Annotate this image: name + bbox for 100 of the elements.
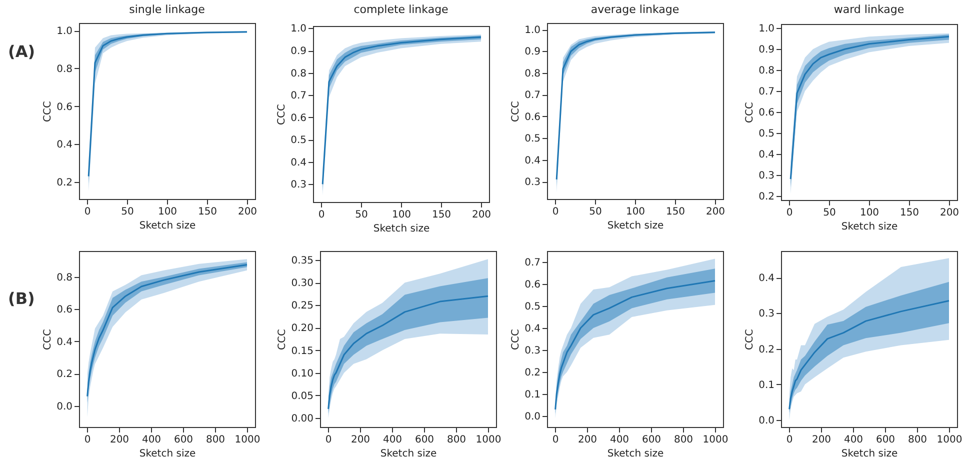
x-tick-label: 100 bbox=[158, 206, 178, 218]
y-tick-label: 0.9 bbox=[290, 46, 306, 58]
x-tick-label: 200 bbox=[110, 434, 130, 446]
chart-title: complete linkage bbox=[354, 3, 449, 16]
x-tick-label: 200 bbox=[238, 206, 258, 218]
y-tick-label: 0.25 bbox=[291, 300, 314, 312]
y-tick-label: 0.6 bbox=[524, 112, 540, 123]
x-tick-label: 200 bbox=[706, 206, 726, 218]
y-tick-label: 0.4 bbox=[758, 149, 774, 160]
y-tick-label: 0.6 bbox=[56, 304, 72, 316]
y-axis-title: CCC bbox=[744, 102, 756, 123]
y-tick-label: 0.7 bbox=[290, 90, 306, 102]
y-tick-label: 0.1 bbox=[758, 380, 774, 391]
y-tick-label: 0.2 bbox=[758, 191, 774, 202]
x-tick-label: 1000 bbox=[702, 434, 728, 446]
x-tick-label: 1000 bbox=[476, 434, 502, 446]
y-tick-label: 0.3 bbox=[524, 177, 540, 188]
y-tick-label: 0.4 bbox=[524, 324, 540, 334]
x-tick-label: 0 bbox=[84, 206, 91, 218]
x-tick-label: 600 bbox=[642, 434, 662, 446]
y-axis-title: CCC bbox=[510, 329, 522, 350]
x-axis-title: Sketch size bbox=[607, 220, 664, 232]
y-tick-label: 0.5 bbox=[524, 302, 540, 312]
x-tick-label: 800 bbox=[206, 434, 226, 446]
y-tick-label: 0.5 bbox=[758, 128, 774, 140]
x-tick-label: 100 bbox=[392, 210, 412, 220]
x-tick-label: 150 bbox=[432, 210, 452, 220]
y-tick-label: 0.4 bbox=[56, 140, 72, 151]
y-tick-label: 0.6 bbox=[758, 108, 774, 118]
x-tick-label: 400 bbox=[610, 434, 630, 446]
y-axis-title: CCC bbox=[42, 329, 54, 350]
x-tick-label: 600 bbox=[414, 434, 434, 446]
y-tick-label: 0.9 bbox=[524, 46, 540, 58]
x-tick-label: 0 bbox=[552, 434, 559, 446]
y-tick-label: 0.4 bbox=[56, 336, 72, 348]
y-tick-label: 0.3 bbox=[524, 346, 540, 356]
y-tick-label: 0.0 bbox=[758, 415, 774, 426]
y-axis-title: CCC bbox=[510, 101, 522, 122]
y-tick-label: 0.6 bbox=[524, 280, 540, 290]
x-axis-title: Sketch size bbox=[373, 224, 430, 234]
x-tick-label: 50 bbox=[121, 206, 134, 218]
x-tick-label: 0 bbox=[318, 210, 325, 220]
line-series bbox=[788, 300, 950, 410]
x-tick-label: 200 bbox=[472, 210, 492, 220]
y-tick-label: 0.10 bbox=[291, 368, 314, 380]
x-axis-title: Sketch size bbox=[841, 222, 898, 232]
y-tick-label: 0.4 bbox=[758, 273, 774, 284]
x-tick-label: 100 bbox=[626, 206, 646, 218]
x-tick-label: 100 bbox=[860, 208, 880, 218]
y-axis-title: CCC bbox=[276, 104, 288, 125]
x-tick-label: 150 bbox=[900, 208, 920, 218]
x-tick-label: 0 bbox=[325, 434, 332, 446]
x-tick-label: 150 bbox=[198, 206, 218, 218]
y-tick-label: 1.0 bbox=[290, 24, 306, 35]
y-tick-label: 0.0 bbox=[56, 402, 72, 413]
y-tick-label: 0.7 bbox=[524, 258, 540, 268]
y-tick-label: 0.0 bbox=[524, 412, 540, 422]
y-tick-label: 0.3 bbox=[290, 180, 306, 191]
y-tick-label: 0.00 bbox=[291, 413, 314, 424]
panel-label: (A) bbox=[7, 41, 36, 63]
y-tick-label: 1.0 bbox=[524, 25, 540, 36]
y-tick-label: 0.3 bbox=[758, 308, 774, 320]
x-tick-label: 400 bbox=[142, 434, 162, 446]
panel-label: (B) bbox=[7, 288, 36, 310]
x-tick-label: 0 bbox=[786, 208, 793, 218]
x-axis-title: Sketch size bbox=[607, 448, 664, 460]
x-tick-label: 50 bbox=[589, 206, 602, 218]
x-tick-label: 0 bbox=[84, 434, 91, 446]
x-tick-label: 200 bbox=[350, 434, 370, 446]
y-tick-label: 0.2 bbox=[56, 369, 72, 380]
x-tick-label: 200 bbox=[940, 208, 960, 218]
y-axis-title: CCC bbox=[42, 101, 54, 122]
x-tick-label: 1000 bbox=[936, 434, 962, 446]
x-tick-label: 600 bbox=[876, 434, 896, 446]
y-tick-label: 0.8 bbox=[56, 64, 72, 75]
y-tick-label: 0.35 bbox=[291, 256, 314, 267]
y-tick-label: 0.5 bbox=[290, 135, 306, 146]
x-tick-label: 600 bbox=[174, 434, 194, 446]
chart-title: single linkage bbox=[129, 3, 206, 16]
y-tick-label: 0.8 bbox=[56, 272, 72, 284]
x-tick-label: 0 bbox=[786, 434, 793, 446]
x-axis-title: Sketch size bbox=[841, 448, 898, 460]
y-tick-label: 0.2 bbox=[524, 368, 540, 378]
y-tick-label: 0.7 bbox=[758, 86, 774, 98]
y-tick-label: 0.6 bbox=[56, 102, 72, 113]
y-tick-label: 0.1 bbox=[524, 390, 540, 400]
x-tick-label: 800 bbox=[908, 434, 928, 446]
y-tick-label: 0.8 bbox=[524, 68, 540, 80]
x-tick-label: 200 bbox=[578, 434, 598, 446]
y-tick-label: 0.8 bbox=[758, 66, 774, 77]
x-tick-label: 50 bbox=[355, 210, 368, 220]
y-tick-label: 0.3 bbox=[758, 170, 774, 182]
x-tick-label: 50 bbox=[823, 208, 836, 218]
y-axis-title: CCC bbox=[277, 329, 288, 350]
x-tick-label: 200 bbox=[812, 434, 832, 446]
x-axis-title: Sketch size bbox=[380, 448, 437, 460]
x-tick-label: 0 bbox=[552, 206, 559, 218]
y-tick-label: 0.05 bbox=[291, 390, 314, 402]
y-tick-label: 0.8 bbox=[290, 68, 306, 80]
y-tick-label: 1.0 bbox=[758, 24, 774, 35]
